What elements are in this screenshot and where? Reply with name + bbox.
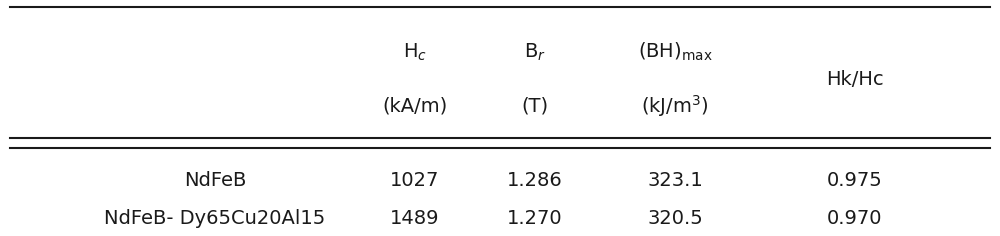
Text: 1.270: 1.270 — [507, 209, 563, 228]
Text: 0.975: 0.975 — [827, 171, 883, 190]
Text: 1489: 1489 — [390, 209, 440, 228]
Text: Hk/Hc: Hk/Hc — [826, 70, 884, 88]
Text: (kA/m): (kA/m) — [382, 97, 448, 116]
Text: 1027: 1027 — [390, 171, 440, 190]
Text: (BH)$_{\mathrm{max}}$: (BH)$_{\mathrm{max}}$ — [638, 41, 712, 63]
Text: 1.286: 1.286 — [507, 171, 563, 190]
Text: NdFeB: NdFeB — [184, 171, 246, 190]
Text: H$_c$: H$_c$ — [403, 41, 427, 63]
Text: 320.5: 320.5 — [647, 209, 703, 228]
Text: (kJ/m$^3$): (kJ/m$^3$) — [641, 93, 709, 119]
Text: (T): (T) — [521, 97, 549, 116]
Text: NdFeB- Dy65Cu20Al15: NdFeB- Dy65Cu20Al15 — [104, 209, 326, 228]
Text: B$_r$: B$_r$ — [524, 41, 546, 63]
Text: 0.970: 0.970 — [827, 209, 883, 228]
Text: 323.1: 323.1 — [647, 171, 703, 190]
